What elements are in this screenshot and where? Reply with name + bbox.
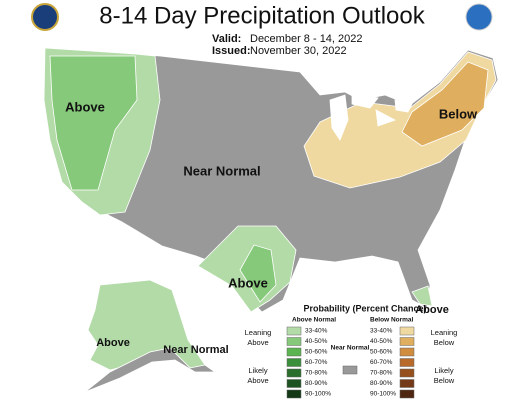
west-above <box>49 55 138 191</box>
region-label: Above <box>415 304 449 316</box>
legend-range: 90-100% <box>370 391 396 398</box>
legend-range: 33-40% <box>370 328 393 335</box>
legend-swatch <box>286 337 302 346</box>
legend-near: Near Normal <box>331 345 370 352</box>
legend-range: 40-50% <box>305 338 328 345</box>
legend-swatch <box>399 389 415 399</box>
legend-heading: Above Normal <box>292 317 336 324</box>
issued-date: November 30, 2022 <box>250 45 347 57</box>
map <box>43 47 499 393</box>
legend-swatch <box>342 365 358 375</box>
region-label: Above <box>65 99 105 114</box>
legend-swatch <box>399 368 415 378</box>
legend-group-label: Likely Below <box>434 366 455 385</box>
great-lakes <box>329 91 413 141</box>
legend: Probability (Percent Chance) Above Norma… <box>292 303 427 351</box>
legend-swatch <box>286 347 302 357</box>
legend-swatch <box>286 389 302 399</box>
legend-group-label: Leaning Above <box>245 328 272 347</box>
legend-swatch <box>399 337 415 346</box>
legend-range: 33-40% <box>305 328 328 335</box>
title: 8-14 Day Precipitation Outlook <box>99 2 426 29</box>
legend-group-label: Leaning Below <box>431 328 458 347</box>
region-label: Above <box>228 275 268 290</box>
doc-seal <box>31 3 59 31</box>
legend-range: 60-70% <box>370 359 393 366</box>
legend-range: 90-100% <box>305 391 331 398</box>
region-label: Near Normal <box>183 163 260 178</box>
legend-swatch <box>286 368 302 378</box>
legend-range: 40-50% <box>370 338 393 345</box>
issued-label: Issued: <box>212 45 251 57</box>
legend-swatch <box>399 379 415 388</box>
legend-swatch <box>286 358 302 367</box>
legend-swatch <box>399 326 415 336</box>
legend-group-label: Likely Above <box>247 366 268 385</box>
legend-swatch <box>286 326 302 336</box>
legend-range: 80-90% <box>305 380 328 387</box>
valid-label: Valid: <box>212 33 241 45</box>
texas-above <box>239 244 277 303</box>
alaska-near <box>84 347 217 393</box>
region-label: Near Normal <box>163 344 228 356</box>
region-label: Above <box>96 337 130 349</box>
legend-range: 60-70% <box>305 359 328 366</box>
legend-swatch <box>399 358 415 367</box>
legend-range: 70-80% <box>370 370 393 377</box>
florida-lean-above <box>411 285 433 307</box>
legend-range: 50-60% <box>370 349 393 356</box>
legend-range: 70-80% <box>305 370 328 377</box>
noaa-logo <box>465 3 493 31</box>
legend-heading: Below Normal <box>370 317 414 324</box>
legend-range: 80-90% <box>370 380 393 387</box>
legend-range: 50-60% <box>305 349 328 356</box>
northeast-below <box>401 61 489 147</box>
region-label: Below <box>439 106 478 121</box>
valid-date: December 8 - 14, 2022 <box>250 33 363 45</box>
legend-title: Probability (Percent Chance) <box>303 303 426 313</box>
legend-swatch <box>286 379 302 388</box>
legend-swatch <box>399 347 415 357</box>
